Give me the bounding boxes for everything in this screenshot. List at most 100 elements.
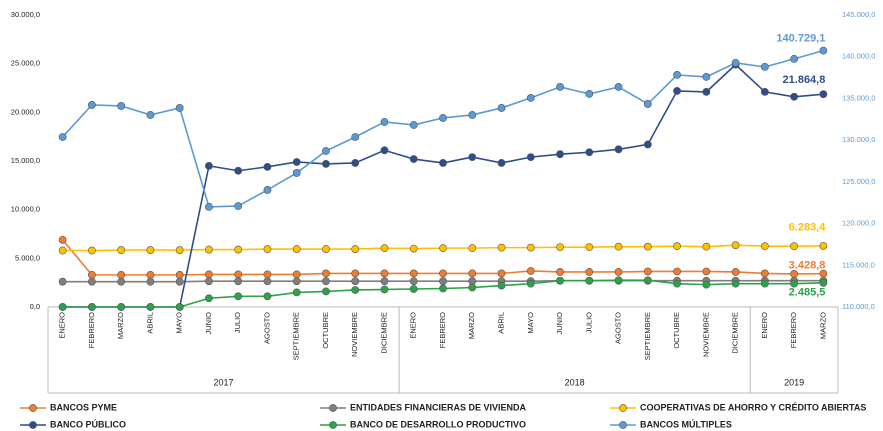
legend-label: BANCO DE DESARROLLO PRODUCTIVO xyxy=(350,419,526,429)
legend-label: BANCOS MÚLTIPLES xyxy=(640,418,732,429)
x-tick-label: NOVIEMBRE xyxy=(701,312,710,357)
series-line xyxy=(62,49,824,208)
point xyxy=(234,166,243,175)
point xyxy=(409,269,418,278)
point xyxy=(351,245,360,253)
point xyxy=(556,83,564,91)
point xyxy=(380,146,389,155)
legend-marker xyxy=(29,421,37,429)
point xyxy=(175,303,184,311)
point xyxy=(175,270,184,279)
point xyxy=(205,161,213,170)
point xyxy=(760,242,769,251)
point xyxy=(117,102,126,110)
point xyxy=(234,245,243,254)
point xyxy=(292,158,301,166)
y2-tick-label: 120.000,0 xyxy=(842,219,875,228)
point xyxy=(87,270,96,279)
y2-tick-label: 135.000,0 xyxy=(842,93,875,102)
point xyxy=(614,268,623,276)
point xyxy=(468,283,477,292)
x-tick-label: JUNIO xyxy=(555,312,564,335)
x-tick-label: MARZO xyxy=(116,312,125,339)
point xyxy=(497,243,506,252)
point xyxy=(205,245,213,254)
point xyxy=(731,58,740,67)
legend-label: ENTIDADES FINANCIERAS DE VIVIENDA xyxy=(350,402,527,412)
point xyxy=(702,73,711,81)
point xyxy=(380,269,389,278)
legend-marker xyxy=(619,421,627,429)
point xyxy=(322,147,330,155)
x-tick-label: DICIEMBRE xyxy=(731,312,740,354)
x-tick-label: ABRIL xyxy=(145,312,154,334)
point xyxy=(497,104,506,112)
point xyxy=(468,269,477,278)
point xyxy=(58,235,67,244)
point xyxy=(790,242,799,251)
point xyxy=(673,87,681,95)
point xyxy=(146,303,155,311)
point xyxy=(263,292,272,301)
x-tick-label: OCTUBRE xyxy=(321,312,330,349)
point xyxy=(117,270,126,279)
point xyxy=(819,278,828,287)
point xyxy=(87,101,96,109)
point xyxy=(702,267,711,276)
point xyxy=(702,280,711,289)
point xyxy=(760,62,769,71)
point xyxy=(614,145,623,154)
point xyxy=(263,245,272,253)
point xyxy=(58,133,67,141)
point xyxy=(819,241,828,250)
x-tick-label: JULIO xyxy=(584,312,593,333)
point xyxy=(380,244,389,253)
point xyxy=(409,277,418,286)
point xyxy=(205,294,213,303)
point xyxy=(439,284,447,293)
point xyxy=(556,276,564,285)
group-label: 2018 xyxy=(565,377,585,387)
y-tick-label: 0,0 xyxy=(30,302,40,311)
y-tick-label: 15.000,0 xyxy=(11,156,40,165)
point xyxy=(614,242,623,251)
y-tick-label: 25.000,0 xyxy=(11,59,40,68)
point xyxy=(643,100,652,108)
point xyxy=(643,140,652,149)
point xyxy=(409,285,418,293)
point xyxy=(643,276,652,285)
point xyxy=(58,277,67,286)
point xyxy=(205,270,213,279)
point xyxy=(175,246,184,254)
point xyxy=(351,269,360,278)
point xyxy=(819,46,828,55)
x-tick-label: MARZO xyxy=(818,312,827,339)
point xyxy=(380,118,389,126)
point xyxy=(117,277,126,286)
point xyxy=(702,87,711,96)
point xyxy=(409,244,418,253)
point xyxy=(614,276,623,285)
point xyxy=(322,277,330,286)
x-tick-label: AGOSTO xyxy=(614,312,623,344)
point xyxy=(731,279,740,288)
point xyxy=(526,279,535,288)
point xyxy=(497,281,506,290)
point xyxy=(263,186,272,194)
point xyxy=(439,277,447,286)
x-tick-label: MAYO xyxy=(526,312,535,334)
point xyxy=(439,244,447,253)
point xyxy=(351,159,360,167)
x-tick-label: ENERO xyxy=(409,312,418,339)
point xyxy=(380,285,389,294)
point xyxy=(556,150,564,159)
legend-label: BANCOS PYME xyxy=(50,402,117,412)
point xyxy=(87,277,96,286)
point xyxy=(292,288,301,297)
point xyxy=(526,94,535,102)
point xyxy=(760,269,769,278)
y2-tick-label: 145.000,0 xyxy=(842,10,875,19)
point xyxy=(731,268,740,276)
point xyxy=(292,245,301,253)
x-tick-label: ENERO xyxy=(58,312,67,339)
